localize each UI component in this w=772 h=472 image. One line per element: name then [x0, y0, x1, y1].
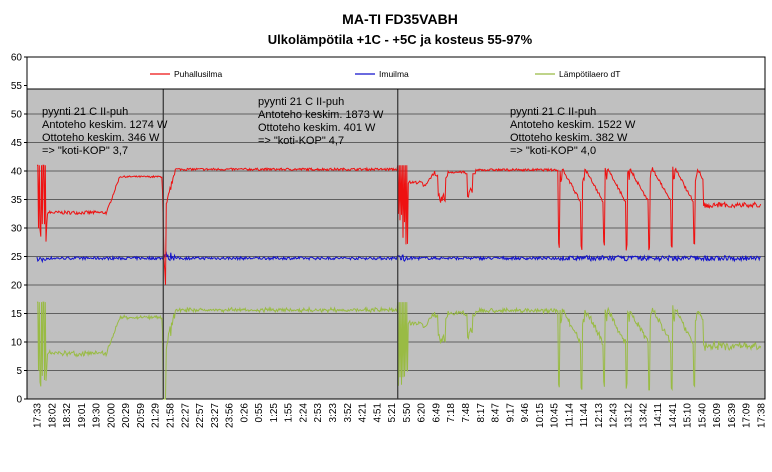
x-tick-label: 14:11: [653, 403, 664, 428]
x-tick-label: 14:41: [668, 403, 679, 428]
x-tick-label: 2:24: [298, 403, 309, 423]
series-layer: [36, 164, 762, 400]
x-tick-label: 5:21: [387, 403, 398, 423]
legend: Puhallusilma Imuilma Lämpötilaero dT: [26, 56, 766, 90]
x-tick-label: 17:33: [33, 403, 44, 428]
y-tick-label: 5: [16, 366, 22, 377]
x-tick-label: 9:46: [520, 403, 531, 423]
annotation-line: => "koti-KOP" 4,7: [258, 135, 344, 147]
annotation-line: Antoteho keskim. 1274 W: [42, 119, 168, 131]
series-line-puhallusilma: [37, 164, 762, 285]
x-tick-label: 10:45: [550, 403, 561, 428]
annotation-line: Ottoteho keskim. 401 W: [258, 122, 376, 134]
y-axis: 0 5 10 15 20 25 30 35 40 45 50 55 60: [11, 53, 27, 406]
x-tick-label: 1:55: [284, 403, 295, 423]
y-tick-label: 60: [11, 53, 23, 64]
x-axis: 17:33 18:02 18:32 19:01 19:30 20:00 20:29 20:59…: [33, 403, 768, 428]
y-tick-label: 50: [11, 110, 23, 121]
x-tick-label: 12:13: [594, 403, 605, 428]
x-tick-label: 17:38: [757, 403, 768, 428]
x-tick-label: 17:09: [742, 403, 753, 428]
x-tick-label: 0:26: [239, 403, 250, 423]
y-tick-label: 30: [11, 224, 23, 235]
x-tick-label: 0:55: [254, 403, 265, 423]
annotation-line: pyynti 21 C II-puh: [258, 96, 344, 108]
x-tick-label: 23:56: [225, 403, 236, 428]
y-tick-label: 20: [11, 281, 23, 292]
y-tick-label: 55: [11, 81, 23, 92]
x-tick-label: 11:44: [579, 403, 590, 428]
x-tick-label: 20:00: [106, 403, 117, 428]
x-tick-label: 12:43: [609, 403, 620, 428]
legend-label: Lämpötilaero dT: [559, 69, 620, 79]
legend-label: Puhallusilma: [174, 69, 222, 79]
x-tick-label: 13:42: [638, 403, 649, 428]
x-tick-label: 9:17: [505, 403, 516, 423]
x-tick-label: 1:25: [269, 403, 280, 423]
x-tick-label: 23:27: [210, 403, 221, 428]
chart-title: MA-TI FD35VABH: [342, 11, 458, 27]
x-tick-label: 6:20: [417, 403, 428, 423]
y-tick-label: 15: [11, 309, 23, 320]
y-tick-label: 0: [16, 395, 22, 406]
x-tick-label: 7:18: [446, 403, 457, 423]
x-tick-label: 19:01: [77, 403, 88, 428]
x-tick-label: 15:40: [697, 403, 708, 428]
x-tick-label: 22:57: [195, 403, 206, 428]
annotation-line: Antoteho keskim. 1522 W: [510, 119, 636, 131]
x-tick-label: 16:39: [727, 403, 738, 428]
annotation-line: Antoteho keskim. 1873 W: [258, 109, 384, 121]
chart-subtitle: Ulkolämpötila +1C - +5C ja kosteus 55-97…: [268, 32, 533, 47]
x-tick-label: 21:58: [165, 403, 176, 428]
x-tick-label: 16:09: [712, 403, 723, 428]
y-tick-label: 35: [11, 195, 23, 206]
annotation-line: => "koti-KOP" 4,0: [510, 145, 596, 157]
legend-label: Imuilma: [379, 69, 409, 79]
x-tick-label: 7:48: [461, 403, 472, 423]
x-tick-label: 21:29: [151, 403, 162, 428]
x-tick-label: 6:49: [431, 403, 442, 423]
x-tick-label: 10:15: [535, 403, 546, 428]
x-tick-label: 4:21: [358, 403, 369, 423]
x-tick-label: 3:23: [328, 403, 339, 423]
x-tick-label: 8:17: [476, 403, 487, 423]
legend-box: [26, 56, 766, 90]
x-tick-label: 20:59: [136, 403, 147, 428]
x-tick-label: 3:52: [343, 403, 354, 423]
x-tick-label: 22:27: [180, 403, 191, 428]
annotation-line: => "koti-KOP" 3,7: [42, 145, 128, 157]
x-tick-label: 18:32: [62, 403, 73, 428]
y-tick-label: 25: [11, 252, 23, 263]
y-tick-label: 10: [11, 338, 23, 349]
x-tick-label: 11:14: [564, 403, 575, 428]
divider-lines: [162, 57, 399, 399]
annotation-line: pyynti 21 C II-puh: [510, 106, 596, 118]
x-tick-label: 5:50: [402, 403, 413, 423]
annotation-line: Ottoteho keskim. 382 W: [510, 132, 628, 144]
y-tick-label: 45: [11, 138, 23, 149]
x-tick-label: 13:12: [624, 403, 635, 428]
x-tick-label: 4:51: [372, 403, 383, 423]
series-line-lampotilaero: [37, 301, 762, 400]
x-tick-label: 15:10: [683, 403, 694, 428]
x-tick-label: 8:47: [491, 403, 502, 423]
annotation-line: pyynti 21 C II-puh: [42, 106, 128, 118]
y-tick-label: 40: [11, 167, 23, 178]
annotation-line: Ottoteho keskim. 346 W: [42, 132, 160, 144]
x-tick-label: 18:02: [47, 403, 58, 428]
x-tick-label: 19:30: [92, 403, 103, 428]
series-line-imuilma: [36, 250, 761, 264]
x-tick-label: 2:53: [313, 403, 324, 423]
x-tick-label: 20:29: [121, 403, 132, 428]
